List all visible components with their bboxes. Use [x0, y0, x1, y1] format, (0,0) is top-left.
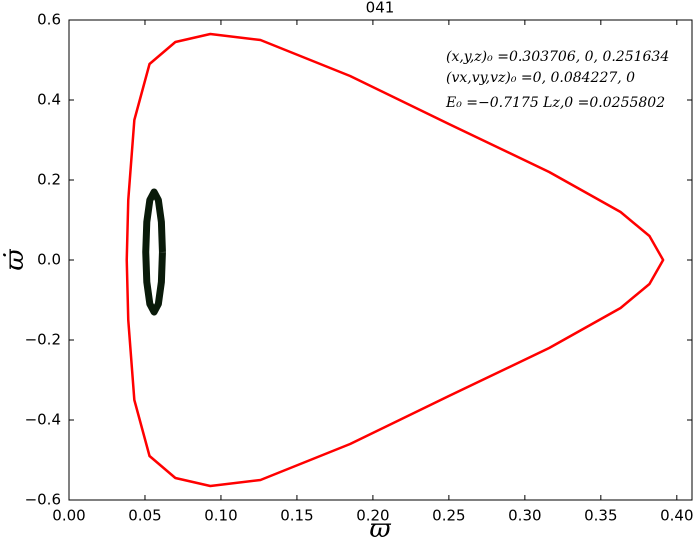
series-line	[142, 188, 166, 316]
annotation: (x,y,z)₀ =0.303706, 0, 0.251634	[446, 49, 669, 65]
x-tick-label: 0.40	[660, 507, 693, 525]
y-axis-label: ϖ̇	[0, 249, 30, 271]
annotation: E₀ =−0.7175 Lz,0 =0.0255802	[445, 95, 665, 111]
series-line	[125, 32, 665, 488]
y-tick-label: −0.4	[25, 411, 61, 429]
x-tick-label: 0.30	[508, 507, 541, 525]
x-tick-label: 0.05	[128, 507, 161, 525]
y-tick-label: −0.2	[25, 331, 61, 349]
x-tick-label: 0.25	[432, 507, 465, 525]
x-tick-label: 0.15	[280, 507, 313, 525]
x-tick-label: 0.00	[52, 507, 85, 525]
y-tick-label: 0.6	[37, 11, 61, 29]
y-tick-label: 0.0	[37, 251, 61, 269]
x-axis-label: ϖ	[369, 514, 391, 539]
y-tick-label: −0.6	[25, 491, 61, 509]
y-tick-label: 0.2	[37, 171, 61, 189]
x-tick-label: 0.10	[204, 507, 237, 525]
y-tick-label: 0.4	[37, 91, 61, 109]
x-tick-label: 0.20	[356, 507, 389, 525]
chart-title: 041	[366, 0, 395, 17]
annotation: (vx,vy,vz)₀ =0, 0.084227, 0	[446, 70, 635, 86]
x-tick-label: 0.35	[584, 507, 617, 525]
